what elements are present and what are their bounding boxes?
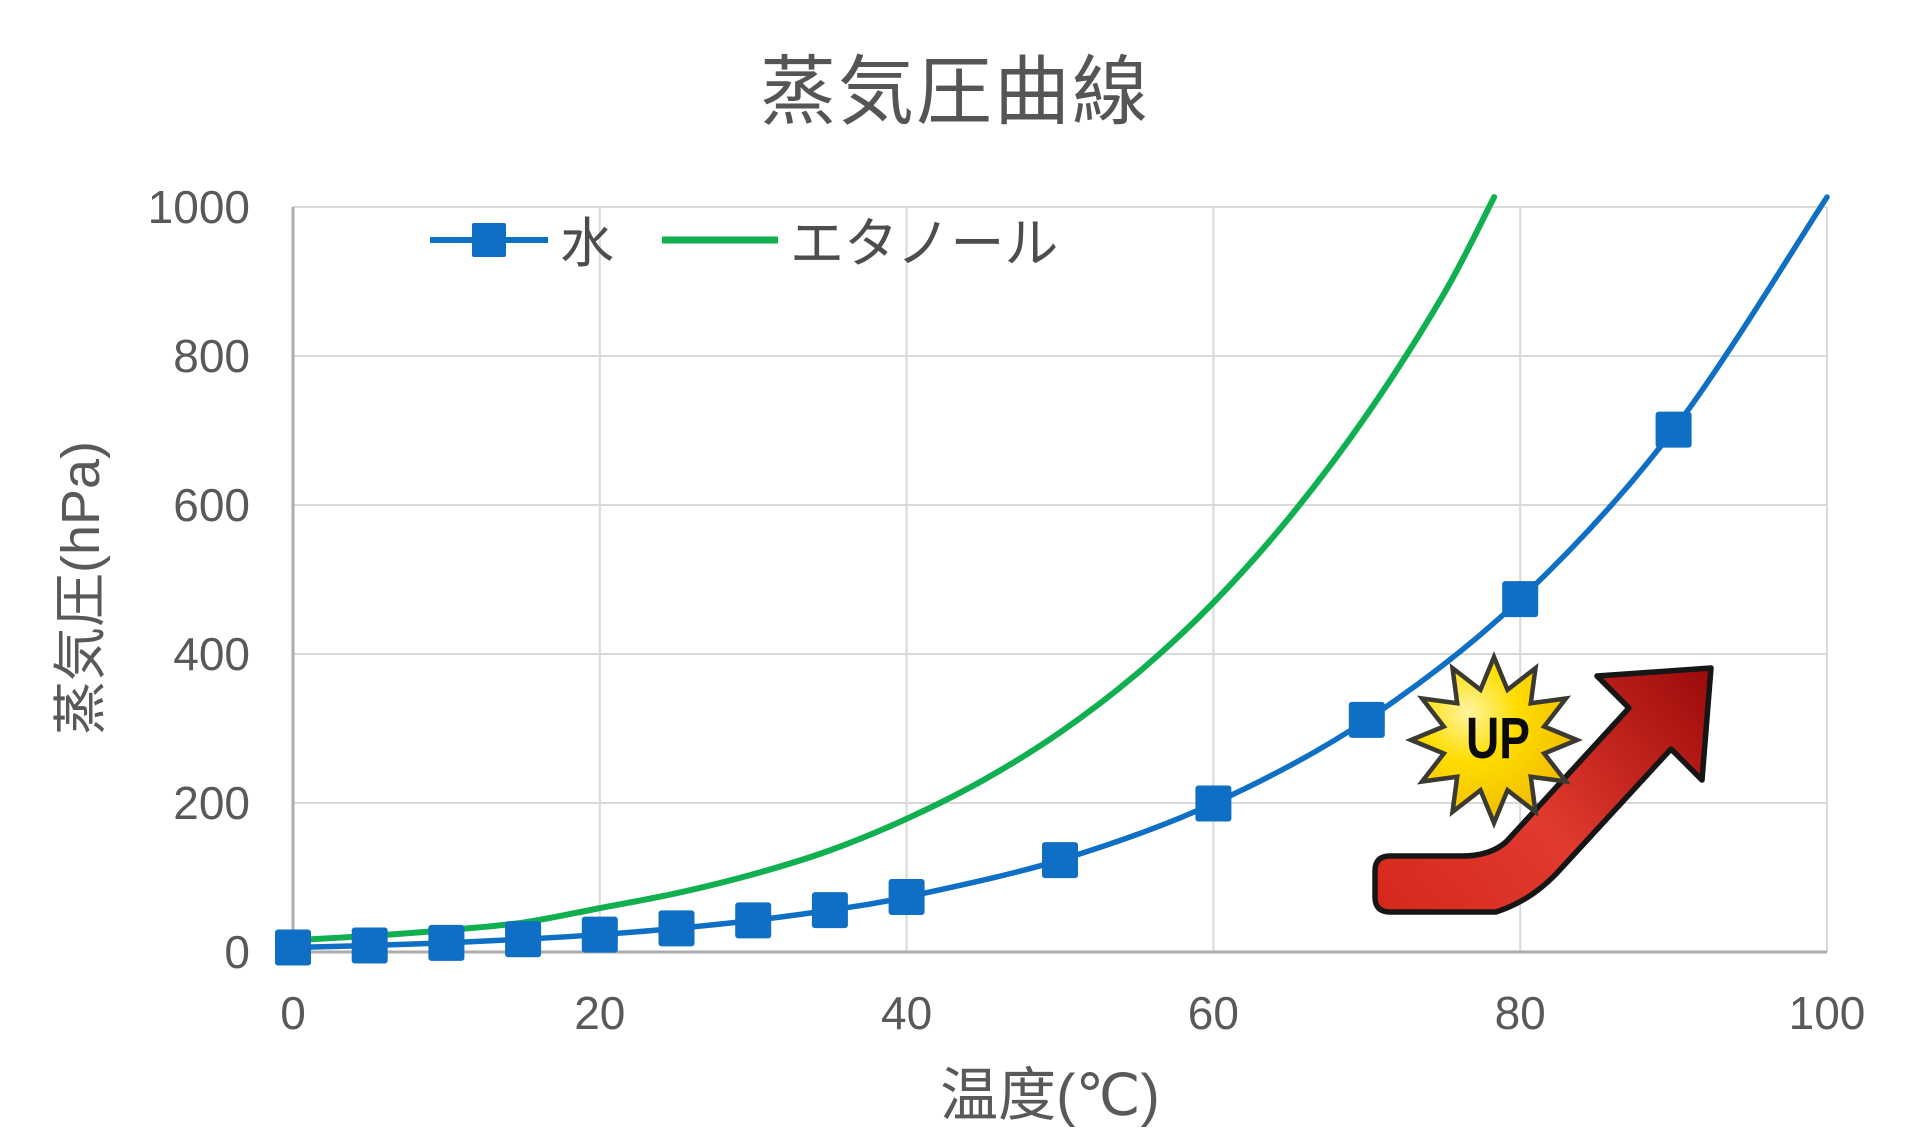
y-tick-label: 800 [173,330,250,382]
y-tick-label: 1000 [147,181,250,233]
y-tick-label: 200 [173,777,250,829]
x-tick-label: 100 [1788,987,1866,1039]
legend: 水 エタノール [428,198,1058,278]
water-series-line [290,194,1830,951]
y-tick-label: 0 [224,926,250,978]
water-series-markers [275,411,1692,966]
axis-lines [291,207,1827,954]
vertical-gridlines [598,207,1828,952]
y-tick-label: 600 [173,479,250,531]
x-tick-label: 60 [1187,987,1239,1039]
legend-item-water: 水 [428,199,614,278]
legend-label-ethanol: エタノール [790,213,1059,274]
ethanol-series-line [290,194,1498,944]
red-arrow-icon [1372,665,1714,915]
up-starburst: UP [1405,651,1583,829]
ethanol-series-swatch-icon [662,236,778,244]
x-axis-title: 温度(℃) [940,1063,1160,1128]
water-series-swatch-icon [430,223,548,257]
y-tick-label: 400 [173,628,250,680]
legend-label-water: 水 [560,213,614,274]
x-tick-label: 80 [1494,987,1546,1039]
horizontal-gridlines [293,206,1827,804]
x-tick-label: 40 [881,987,933,1039]
up-arrow-shape [1372,665,1714,915]
chart-title: 蒸気圧曲線 [760,50,1150,135]
x-tick-label: 0 [280,987,306,1039]
up-label: UP [1466,706,1530,771]
x-tick-label: 20 [574,987,626,1039]
starburst-icon [1405,651,1583,829]
legend-item-ethanol: エタノール [660,199,1058,278]
